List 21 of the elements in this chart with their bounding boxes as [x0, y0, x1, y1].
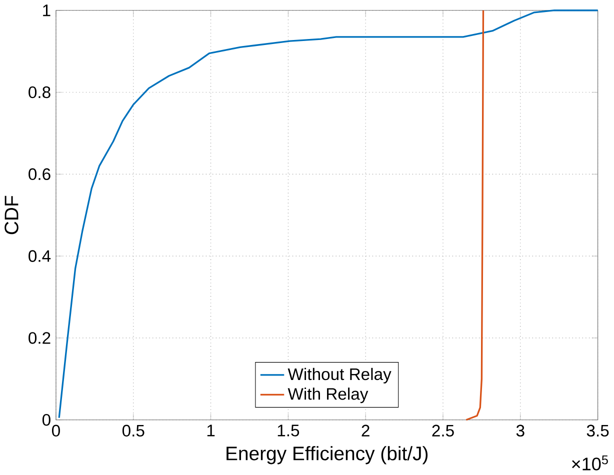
legend-label: Without Relay — [288, 368, 392, 384]
legend-label: With Relay — [288, 388, 368, 404]
x-tick-label: 1.5 — [278, 424, 300, 436]
y-tick-label: 0 — [42, 414, 50, 426]
x-tick-label: 0.5 — [122, 424, 144, 437]
y-tick-label: 0.4 — [28, 250, 51, 262]
y-tick-label: 0.6 — [28, 168, 50, 180]
x-tick-label: 0 — [52, 424, 60, 437]
x-tick-label: 3 — [516, 424, 524, 437]
y-tick-label: 0.2 — [28, 332, 50, 344]
y-tick-label: 0.8 — [28, 86, 50, 98]
line-series — [465, 10, 484, 421]
line-series — [58, 10, 599, 419]
x-tick-label: 2 — [362, 424, 370, 436]
x-tick-label: 1 — [207, 424, 215, 436]
x-tick-label: 3.5 — [586, 424, 609, 437]
x-tick-label: 2.5 — [432, 424, 454, 437]
text: ×10$^{5}$ — [572, 455, 608, 470]
x-axis-title: Energy Efficiency (bit/J) — [226, 446, 428, 464]
y-tick-label: 1 — [43, 4, 50, 16]
y-axis-title: CDF — [4, 196, 18, 234]
